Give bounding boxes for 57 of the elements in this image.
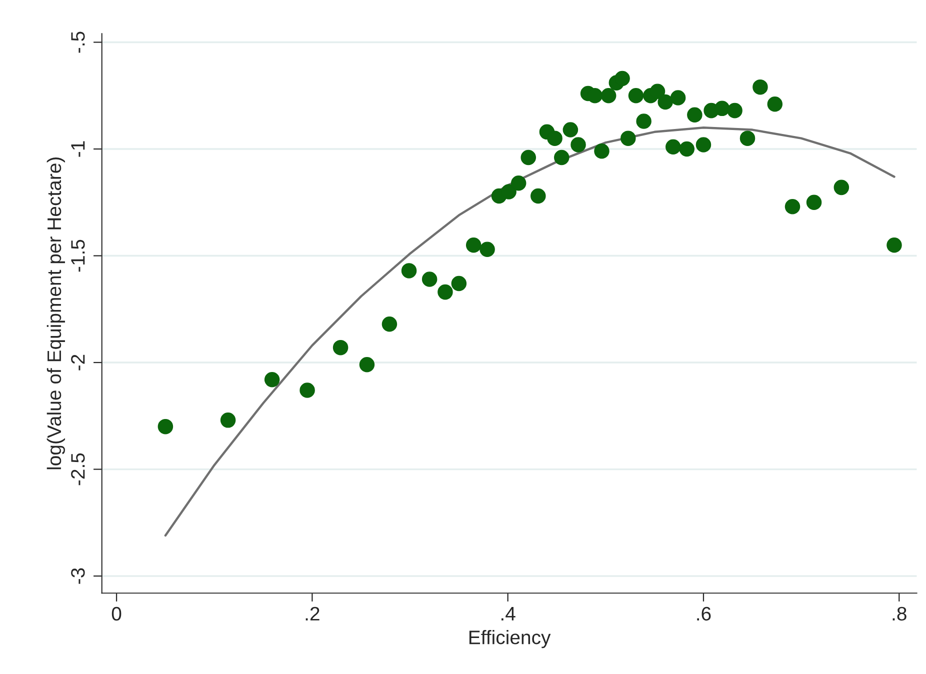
x-tick-label: .6: [697, 606, 711, 621]
x-tick-label: 0: [112, 606, 122, 621]
point: [886, 237, 902, 253]
point: [600, 88, 616, 104]
point: [767, 96, 783, 112]
point: [614, 70, 630, 86]
point: [570, 137, 586, 152]
point: [158, 418, 174, 434]
y-tick-label: -.5: [71, 32, 85, 53]
point: [422, 272, 438, 287]
point: [740, 130, 756, 146]
point: [687, 107, 702, 122]
point: [670, 90, 686, 106]
y-tick-label: -1: [71, 141, 85, 157]
point: [466, 237, 482, 253]
x-tick-label: .2: [306, 606, 320, 620]
point: [650, 84, 666, 99]
point: [752, 79, 768, 95]
point: [547, 130, 562, 146]
point: [628, 88, 644, 104]
point: [620, 130, 636, 146]
point: [501, 184, 516, 200]
y-axis-title: log(Value of Equipment per Hectare): [46, 158, 65, 470]
point: [834, 180, 850, 196]
point: [530, 188, 546, 204]
x-axis-title: Efficiency: [469, 630, 551, 648]
point: [451, 276, 467, 292]
point: [562, 122, 578, 138]
point: [520, 150, 536, 166]
point: [401, 263, 417, 278]
point: [696, 137, 712, 152]
point: [480, 242, 495, 257]
point: [594, 144, 610, 159]
point: [727, 102, 742, 118]
x-tick-label: .4: [502, 607, 516, 620]
y-tick-label: -3: [71, 568, 85, 584]
point: [554, 150, 570, 166]
y-tick-label: -2: [71, 354, 85, 370]
point: [666, 139, 681, 154]
point: [679, 141, 694, 157]
point: [220, 412, 236, 428]
x-tick-label: .8: [892, 606, 906, 621]
line-series: [164, 126, 896, 537]
point: [714, 100, 730, 116]
point: [784, 199, 800, 214]
y-tick-label: -1.5: [71, 240, 85, 272]
y-tick-label: -2.5: [71, 453, 85, 486]
point: [332, 340, 348, 356]
point: [359, 357, 375, 372]
point: [300, 382, 315, 398]
point: [636, 114, 652, 129]
point: [806, 194, 822, 210]
point: [658, 94, 673, 110]
point: [438, 284, 453, 300]
point: [510, 176, 526, 191]
point: [264, 372, 280, 388]
point: [382, 316, 398, 332]
